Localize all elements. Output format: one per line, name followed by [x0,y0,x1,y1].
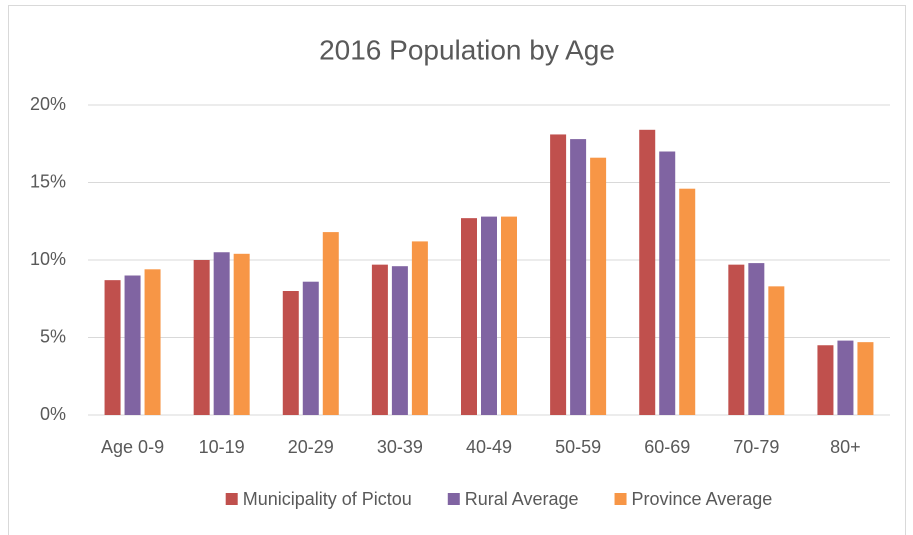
x-tick-label: 60-69 [644,437,690,457]
bar [124,275,141,415]
y-tick-label: 10% [30,249,66,269]
bar [679,188,696,415]
bar [639,129,656,416]
bar [768,286,785,415]
bar [501,216,517,415]
bar [570,139,587,415]
x-tick-label: 50-59 [555,437,601,457]
x-tick-label: 70-79 [733,437,779,457]
bar [282,291,299,415]
bar [213,252,230,415]
bar [837,340,854,415]
bar [233,253,250,415]
legend-swatch [614,493,627,505]
bar [322,232,339,415]
legend-swatch [447,493,460,505]
bar [481,216,497,415]
x-tick-label: 80+ [830,437,861,457]
bar [817,345,834,415]
x-tick-label: 10-19 [199,437,245,457]
bar [302,281,319,415]
y-tick-label: 20% [30,94,66,114]
bar [371,264,388,415]
y-tick-label: 0% [40,404,66,424]
x-tick-label: 40-49 [466,437,512,457]
bar [391,266,408,415]
bar [104,280,121,415]
bar [590,157,607,415]
bar [550,134,567,415]
bar [144,269,161,415]
legend-label: Municipality of Pictou [243,489,412,509]
bar [748,263,765,415]
x-tick-label: 20-29 [288,437,334,457]
legend-label: Rural Average [465,489,579,509]
bar [728,264,745,415]
bar [857,342,874,415]
legend-swatch [225,493,238,505]
bar [193,260,210,415]
chart-title: 2016 Population by Age [319,34,615,65]
y-tick-label: 5% [40,326,66,346]
legend-label: Province Average [632,489,773,509]
x-tick-label: 30-39 [377,437,423,457]
bar [411,241,428,415]
bar [659,151,676,415]
y-tick-label: 15% [30,171,66,191]
bar [461,218,477,415]
x-tick-label: Age 0-9 [101,437,164,457]
